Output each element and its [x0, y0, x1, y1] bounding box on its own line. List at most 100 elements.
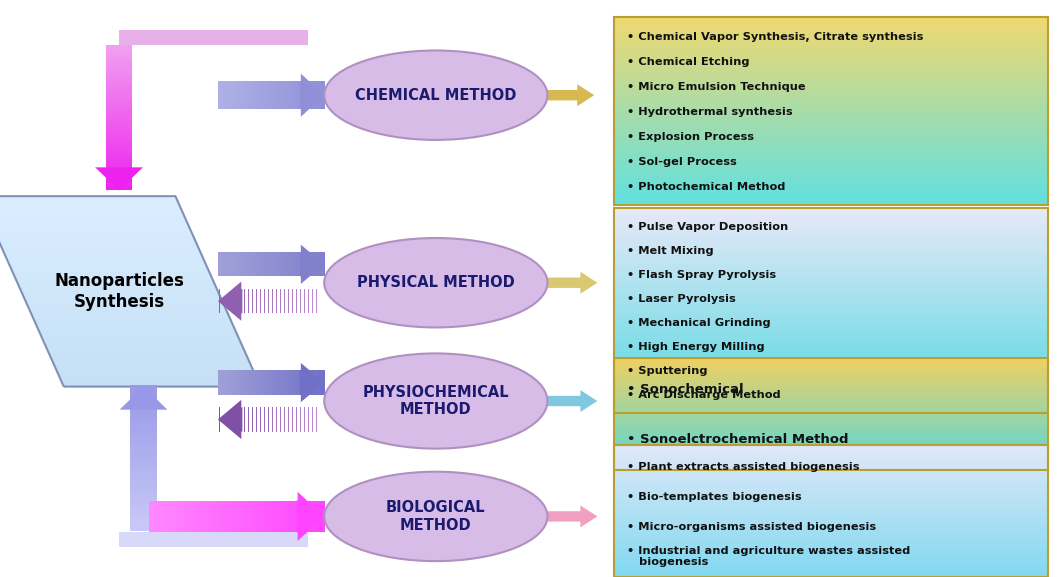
- Bar: [614, 275, 1048, 278]
- Bar: [307, 370, 309, 395]
- FancyArrow shape: [297, 492, 324, 541]
- Bar: [306, 252, 308, 276]
- Polygon shape: [0, 236, 195, 239]
- Bar: [614, 469, 1048, 471]
- Bar: [614, 546, 1048, 548]
- Polygon shape: [0, 196, 176, 198]
- Bar: [614, 137, 1048, 139]
- Bar: [614, 321, 1048, 324]
- Bar: [614, 142, 1048, 144]
- Bar: [614, 61, 1048, 63]
- Bar: [300, 370, 303, 395]
- Bar: [614, 327, 1048, 329]
- Polygon shape: [0, 222, 188, 224]
- Bar: [614, 98, 1048, 100]
- Bar: [614, 357, 1048, 359]
- Bar: [614, 234, 1048, 237]
- Bar: [300, 500, 303, 532]
- Bar: [106, 167, 133, 171]
- Bar: [614, 377, 1048, 379]
- Bar: [614, 226, 1048, 228]
- Bar: [614, 50, 1048, 52]
- Bar: [614, 467, 1048, 469]
- Bar: [614, 560, 1048, 561]
- Polygon shape: [0, 219, 187, 222]
- Bar: [614, 164, 1048, 166]
- Bar: [236, 252, 239, 276]
- Bar: [269, 81, 271, 109]
- Bar: [614, 104, 1048, 106]
- Bar: [131, 453, 157, 456]
- Bar: [315, 81, 317, 109]
- Bar: [106, 144, 133, 147]
- Bar: [260, 252, 263, 276]
- Bar: [106, 132, 133, 135]
- Bar: [614, 366, 1048, 368]
- Bar: [131, 404, 157, 409]
- Bar: [614, 409, 1048, 410]
- Bar: [614, 426, 1048, 428]
- Bar: [614, 92, 1048, 94]
- Bar: [614, 219, 1048, 222]
- Bar: [317, 81, 319, 109]
- Bar: [259, 252, 261, 276]
- Bar: [250, 370, 252, 395]
- Bar: [614, 323, 1048, 325]
- Bar: [296, 500, 299, 532]
- Polygon shape: [44, 338, 240, 342]
- Bar: [131, 501, 157, 504]
- Bar: [614, 103, 1048, 105]
- Bar: [614, 96, 1048, 99]
- Bar: [614, 380, 1048, 382]
- Bar: [267, 252, 269, 276]
- Bar: [614, 303, 1048, 305]
- Bar: [614, 342, 1048, 344]
- Bar: [131, 465, 157, 469]
- Polygon shape: [22, 291, 219, 294]
- Bar: [131, 426, 157, 430]
- Bar: [614, 446, 1048, 448]
- Bar: [274, 81, 276, 109]
- Bar: [131, 523, 157, 526]
- Bar: [106, 125, 133, 128]
- Bar: [190, 500, 193, 532]
- Bar: [131, 513, 157, 516]
- Bar: [235, 252, 238, 276]
- Bar: [281, 81, 283, 109]
- Bar: [304, 81, 306, 109]
- Bar: [614, 126, 1048, 128]
- Bar: [171, 500, 174, 532]
- Bar: [318, 370, 320, 395]
- Bar: [614, 467, 1048, 469]
- Bar: [614, 459, 1048, 461]
- Bar: [614, 468, 1048, 470]
- Bar: [303, 370, 305, 395]
- Polygon shape: [14, 272, 210, 275]
- Bar: [614, 528, 1048, 530]
- Bar: [614, 464, 1048, 466]
- Bar: [614, 450, 1048, 452]
- Bar: [614, 179, 1048, 181]
- Bar: [614, 514, 1048, 516]
- Bar: [223, 81, 225, 109]
- Bar: [614, 460, 1048, 462]
- Bar: [204, 500, 207, 532]
- Bar: [153, 500, 156, 532]
- Bar: [131, 484, 157, 488]
- Bar: [614, 114, 1048, 116]
- Bar: [131, 439, 157, 442]
- Polygon shape: [28, 303, 224, 306]
- Bar: [106, 117, 133, 121]
- Bar: [266, 252, 268, 276]
- Bar: [614, 420, 1048, 421]
- Bar: [218, 252, 220, 276]
- Bar: [250, 81, 252, 109]
- Bar: [614, 189, 1048, 191]
- Bar: [614, 229, 1048, 231]
- Bar: [263, 252, 266, 276]
- Bar: [614, 243, 1048, 245]
- Bar: [614, 241, 1048, 243]
- Bar: [614, 201, 1048, 203]
- Bar: [614, 233, 1048, 235]
- Bar: [614, 115, 1048, 117]
